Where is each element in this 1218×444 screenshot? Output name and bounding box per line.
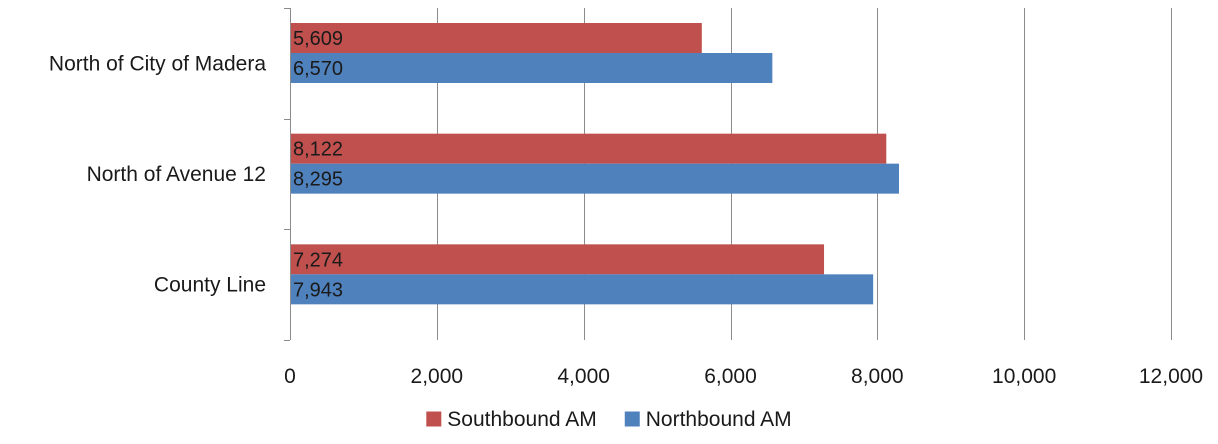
x-tick-label-1: 2,000	[411, 365, 464, 388]
x-tick-label-2: 4,000	[557, 365, 610, 388]
data-label-southbound-am-1: 8,122	[293, 139, 343, 161]
axes	[284, 8, 291, 341]
bar-northbound-am-1	[290, 163, 899, 194]
category-label-0: North of City of Madera	[49, 52, 266, 75]
bar-northbound-am-0	[290, 53, 773, 83]
bar-northbound-am-2	[290, 274, 874, 305]
data-label-northbound-am-1: 8,295	[293, 169, 343, 191]
category-label-2: County Line	[154, 274, 266, 297]
data-label-northbound-am-0: 6,570	[293, 58, 343, 80]
bars	[290, 23, 899, 305]
legend-label-northbound-am: Northbound AM	[646, 408, 792, 431]
x-tick-label-6: 12,000	[1139, 365, 1203, 388]
data-label-southbound-am-2: 7,274	[293, 249, 343, 271]
legend-swatch-northbound-am	[624, 411, 640, 427]
category-label-1: North of Avenue 12	[87, 163, 266, 186]
legend: Southbound AM Northbound AM	[426, 408, 792, 431]
x-tick-label-4: 8,000	[851, 365, 904, 388]
x-tick-label-3: 6,000	[704, 365, 757, 388]
labels: 5,609 6,570 North of City of Madera 8,122 8,…	[49, 28, 1203, 388]
data-label-northbound-am-2: 7,943	[293, 279, 343, 301]
legend-label-southbound-am: Southbound AM	[447, 408, 596, 431]
x-tick-label-0: 0	[284, 365, 296, 388]
legend-swatch-southbound-am	[426, 411, 442, 427]
bar-southbound-am-2	[290, 244, 825, 275]
data-label-southbound-am-0: 5,609	[293, 28, 343, 50]
bar-southbound-am-0	[290, 23, 702, 53]
bar-southbound-am-1	[290, 133, 887, 164]
x-tick-label-5: 10,000	[992, 365, 1056, 388]
